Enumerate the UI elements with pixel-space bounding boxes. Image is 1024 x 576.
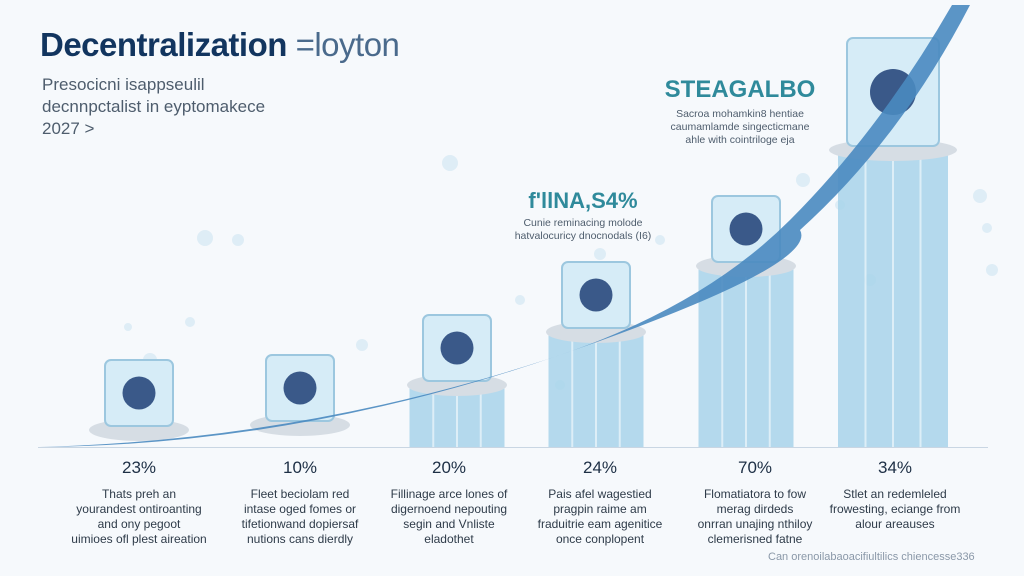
caption-line: segin and Vnliste <box>403 517 495 531</box>
bubble-decoration <box>197 230 213 246</box>
callout-value: STEAGALBO <box>664 76 816 103</box>
caption-line: tifetionwand dopiersaf <box>241 517 359 531</box>
subtitle-line: 2027 > <box>42 119 95 138</box>
caption-line: pragpin raime am <box>553 502 647 516</box>
bar-caption: 10% Fleet beciolam red intase oged fomes… <box>215 458 385 547</box>
bubble-decoration <box>232 234 244 246</box>
caption-line: uimioes ofl plest aireation <box>71 532 207 546</box>
caption-line: alour areauses <box>855 517 935 531</box>
callout-value: f'llNA,S4% <box>528 188 638 213</box>
globe-network-icon-glyph <box>122 376 156 410</box>
bar-caption: 20% Fillinage arce lones of digernoend n… <box>364 458 534 547</box>
caption-line: Flomatiatora to fow <box>703 487 807 501</box>
caption-line: eladothet <box>424 532 474 546</box>
bar-stripe <box>432 385 435 447</box>
caption-line: fraduitrie eam agenitice <box>537 517 663 531</box>
title-text: Decentralization <box>40 26 287 63</box>
callout-line: ahle with cointriloge eja <box>685 134 795 146</box>
bubble-decoration <box>982 223 992 233</box>
caption-line: Fillinage arce lones of <box>390 487 508 501</box>
caption-line: Thats preh an <box>101 487 177 501</box>
bubble-decoration <box>356 339 368 351</box>
caption-line: digernoend nepouting <box>390 502 508 516</box>
callout-line: hatvalocuricy dnocnodals (I6) <box>514 230 652 242</box>
caption-line: Pais afel wagestied <box>548 487 652 501</box>
bubble-decoration <box>124 323 132 331</box>
bubble-decoration <box>442 155 458 171</box>
database-icon-glyph <box>440 331 474 365</box>
bar-value-label: 34% <box>877 458 913 477</box>
blockchain-cubes-icon-glyph <box>579 278 613 312</box>
caption-line: clemerisned fatne <box>707 532 803 546</box>
subtitle-line: decnnpctalist in eyptomakece <box>42 97 266 116</box>
subtitle-line: Presocicni isappseulil <box>42 75 205 94</box>
bubble-decoration <box>796 173 810 187</box>
bar-value-label: 70% <box>737 458 773 477</box>
caption-line: onrran unajing nthiloy <box>697 517 813 531</box>
bubble-decoration <box>973 189 987 203</box>
city-network-icon-glyph <box>729 212 763 246</box>
subtitle: Presocicni isappseulil decnnpctalist in … <box>42 74 342 140</box>
bar-stripe <box>456 385 458 447</box>
footer-note: Can orenoilabaoacifiultilics chiencesse3… <box>768 551 975 563</box>
title-suffix: =loyton <box>295 26 400 63</box>
bar-caption: 23% Thats preh an yourandest ontiroantin… <box>54 458 224 547</box>
bubble-decoration <box>185 317 195 327</box>
caption-line: intase oged fomes or <box>243 502 357 516</box>
caption-line: Stlet an redemleled <box>843 487 947 501</box>
bar-stripe <box>721 266 724 447</box>
caption-line: and ony pegoot <box>97 517 181 531</box>
bar-stripe <box>618 332 621 447</box>
server-terminal-icon-glyph <box>283 371 317 405</box>
bar-caption: 70% Flomatiatora to fow merag dirdeds on… <box>670 458 840 547</box>
bar-stripe <box>571 332 574 447</box>
bubble-decoration <box>655 235 665 245</box>
callout-middle: f'llNA,S4% Cunie reminacing molode hatva… <box>498 188 668 243</box>
bar-stripe <box>919 150 922 447</box>
bar-value-label: 24% <box>582 458 618 477</box>
caption-line: merag dirdeds <box>716 502 794 516</box>
callout-line: Sacroa mohamkin8 hentiae <box>676 108 804 120</box>
bubble-decoration <box>594 248 606 260</box>
bar-stripe <box>595 332 597 447</box>
bar-caption: 34% Stlet an redemleled frowesting, ecia… <box>810 458 980 532</box>
caption-line: Fleet beciolam red <box>250 487 350 501</box>
bar-value-label: 23% <box>121 458 157 477</box>
caption-line: once conplopent <box>555 532 645 546</box>
callout-line: caumamlamde singecticmane <box>670 121 810 133</box>
bar-stripe <box>768 266 771 447</box>
callout-top: STEAGALBO Sacroa mohamkin8 hentiae cauma… <box>640 76 840 147</box>
bar-caption: 24% Pais afel wagestied pragpin raime am… <box>515 458 685 547</box>
caption-line: yourandest ontiroanting <box>76 502 202 516</box>
caption-line: nutions cans dierdly <box>246 532 354 546</box>
bar-value-label: 10% <box>282 458 318 477</box>
bubble-decoration <box>515 295 525 305</box>
baseline <box>38 447 988 448</box>
caption-line: frowesting, eciange from <box>829 502 961 516</box>
bar-value-label: 20% <box>431 458 467 477</box>
bar-stripe <box>479 385 482 447</box>
bar-stripe <box>745 266 747 447</box>
page-title: Decentralization =loyton <box>40 26 400 64</box>
growth-curve <box>40 5 970 447</box>
bar-stripe <box>892 150 894 447</box>
bubble-decoration <box>986 264 998 276</box>
bar-stripe <box>864 150 867 447</box>
callout-line: Cunie reminacing molode <box>523 217 643 229</box>
